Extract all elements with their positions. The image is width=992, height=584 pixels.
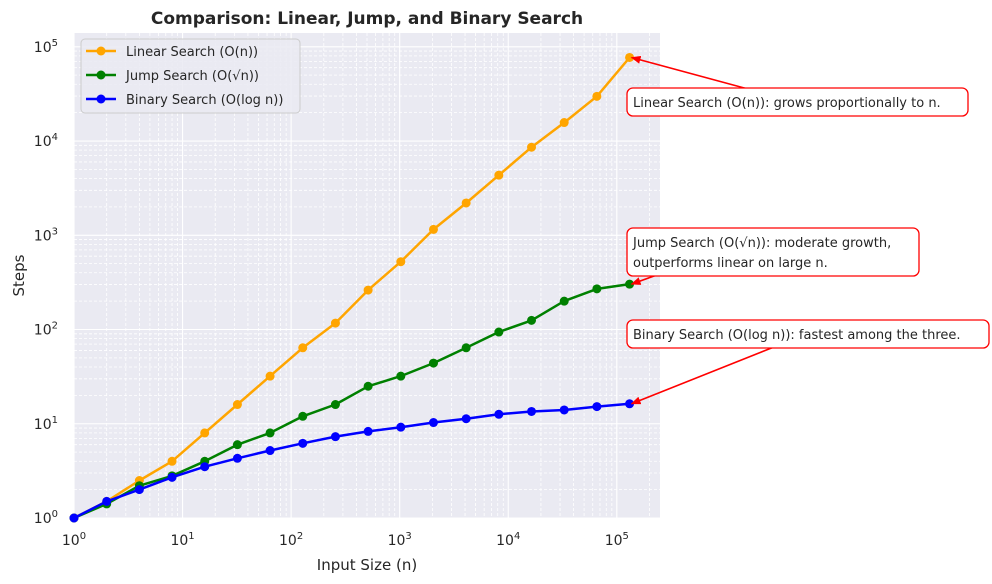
data-point (559, 405, 569, 415)
annotations: Linear Search (O(n)): grows proportional… (626, 55, 990, 405)
data-point (265, 428, 275, 438)
annotation-arrow (630, 55, 749, 90)
legend-marker (96, 70, 106, 80)
y-tick-label: 102 (34, 321, 58, 339)
annotation-text: Binary Search (O(log n)): fastest among … (633, 328, 961, 343)
data-point (167, 472, 177, 482)
y-tick-label: 105 (34, 38, 58, 56)
annotation-box (626, 87, 969, 117)
annotation-arrow (630, 346, 775, 405)
legend-marker (96, 94, 106, 104)
data-point (363, 285, 373, 295)
data-point (330, 432, 340, 442)
data-point (527, 142, 537, 152)
series-line (73, 56, 631, 520)
annotation-0: Linear Search (O(n)): grows proportional… (626, 55, 969, 117)
data-point (428, 224, 438, 234)
data-point (363, 426, 373, 436)
data-point (592, 91, 602, 101)
annotation-text: outperforms linear on large n. (633, 256, 828, 271)
data-point (330, 318, 340, 328)
legend-label: Jump Search (O(√n)) (125, 69, 259, 84)
data-point (592, 402, 602, 412)
data-point (330, 400, 340, 410)
legend-box (80, 38, 301, 114)
series-line (73, 282, 630, 520)
legend-item: Binary Search (O(log n)) (86, 93, 283, 108)
x-tick-label: 105 (605, 531, 629, 549)
data-point (396, 371, 406, 381)
data-point (559, 118, 569, 128)
legend-label: Linear Search (O(n)) (126, 45, 258, 60)
data-point (592, 284, 602, 294)
data-point (200, 428, 210, 438)
legend: Linear Search (O(n)) Jump Search (O(√n)) B… (80, 38, 301, 114)
x-axis-label: Input Size (n) (317, 556, 417, 574)
data-point (527, 315, 537, 325)
data-point (265, 371, 275, 381)
y-tick-label: 100 (34, 509, 58, 527)
data-point (298, 343, 308, 353)
legend-item: Jump Search (O(√n)) (86, 69, 259, 84)
data-point (265, 446, 275, 456)
x-tick-label: 102 (279, 531, 303, 549)
data-point (200, 462, 210, 472)
series-lines (69, 52, 635, 523)
chart-title: Comparison: Linear, Jump, and Binary Sea… (151, 9, 583, 29)
data-point (167, 456, 177, 466)
x-tick-label: 101 (170, 531, 194, 549)
data-point (232, 400, 242, 410)
annotation-1: Jump Search (O(√n)): moderate growth, out… (626, 227, 920, 285)
annotation-2: Binary Search (O(log n)): fastest among … (626, 319, 990, 405)
series-line (73, 402, 630, 520)
annotation-text: Jump Search (O(√n)): moderate growth, (632, 236, 891, 251)
data-point (461, 414, 471, 424)
annotation-text: Linear Search (O(n)): grows proportional… (633, 96, 941, 111)
y-tick-label: 103 (34, 226, 58, 244)
data-point (461, 343, 471, 353)
legend-item: Linear Search (O(n)) (86, 45, 258, 60)
annotation-box (626, 319, 990, 349)
x-tick-label: 100 (62, 531, 86, 549)
data-point (494, 327, 504, 337)
x-tick-label: 103 (388, 531, 412, 549)
data-point (428, 418, 438, 428)
data-point (363, 381, 373, 391)
series-2 (69, 399, 635, 523)
data-point (396, 257, 406, 267)
data-point (494, 170, 504, 180)
data-point (232, 440, 242, 450)
legend-marker (96, 46, 106, 56)
annotation-box (626, 227, 920, 277)
data-point (69, 513, 79, 523)
data-point (134, 485, 144, 495)
data-point (428, 358, 438, 368)
x-tick-label: 104 (496, 531, 520, 549)
y-axis-label: Steps (10, 254, 28, 296)
data-point (232, 453, 242, 463)
data-point (559, 296, 569, 306)
data-point (494, 409, 504, 419)
y-tick-label: 101 (34, 415, 58, 433)
data-point (298, 438, 308, 448)
y-tick-label: 104 (34, 132, 58, 150)
data-point (102, 496, 112, 506)
legend-label: Binary Search (O(log n)) (126, 93, 283, 108)
data-point (396, 422, 406, 432)
axis-ticks: 100 101 102 103 104 105 100 101 102 103 104 105 (34, 38, 629, 549)
data-point (461, 198, 471, 208)
data-point (527, 406, 537, 416)
data-point (298, 411, 308, 421)
